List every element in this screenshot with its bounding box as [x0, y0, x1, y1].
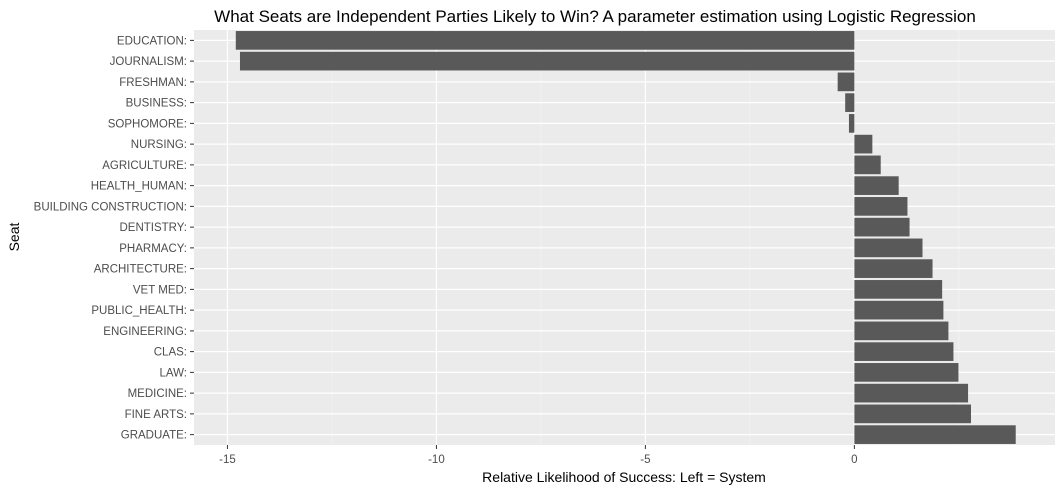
y-axis-title: Seat	[6, 222, 22, 251]
y-tick-label: AGRICULTURE:	[102, 160, 187, 172]
bar	[854, 176, 899, 195]
x-tick-label: 0	[851, 454, 857, 466]
x-tick-label: -10	[428, 454, 445, 466]
y-tick-label: HEALTH_HUMAN:	[91, 181, 187, 193]
bar	[854, 342, 954, 361]
bar	[235, 31, 855, 50]
y-tick-label: ENGINEERING:	[103, 326, 187, 338]
bar	[854, 134, 873, 154]
bar	[854, 363, 959, 382]
bar	[854, 321, 949, 341]
chart-title: What Seats are Independent Parties Likel…	[214, 7, 976, 26]
bar	[854, 404, 971, 424]
bar	[239, 51, 855, 71]
bar	[854, 425, 1016, 444]
y-tick-label: FRESHMAN:	[119, 77, 187, 89]
bar	[854, 238, 923, 258]
y-tick-label: VET MED:	[133, 284, 187, 296]
y-tick-label: CLAS:	[154, 347, 187, 359]
bar	[845, 93, 855, 112]
y-tick-label: ARCHITECTURE:	[94, 264, 187, 276]
x-axis-title: Relative Likelihood of Success: Left = S…	[482, 469, 766, 485]
y-tick-label: GRADUATE:	[121, 430, 187, 442]
bars	[235, 31, 1016, 444]
y-tick-label: DENTISTRY:	[119, 222, 187, 234]
bar	[854, 280, 943, 299]
y-tick-label: EDUCATION:	[117, 35, 187, 47]
bar	[854, 155, 881, 175]
x-axis: -15 -10 -5 0	[219, 445, 858, 466]
y-tick-label: BUILDING CONSTRUCTION:	[34, 201, 187, 213]
y-tick-label: SOPHOMORE:	[108, 118, 187, 130]
y-tick-label: BUSINESS:	[126, 98, 187, 110]
y-tick-label: NURSING:	[131, 139, 187, 151]
bar	[848, 114, 855, 133]
y-tick-label: LAW:	[160, 367, 187, 379]
bar	[854, 259, 933, 278]
bar	[854, 300, 944, 320]
bar	[854, 383, 969, 403]
x-tick-label: -15	[219, 454, 236, 466]
bar	[854, 197, 908, 216]
bar	[854, 217, 910, 237]
y-tick-label: JOURNALISM:	[110, 56, 187, 68]
plot-panel	[194, 30, 1055, 445]
x-tick-label: -5	[640, 454, 650, 466]
y-tick-label: MEDICINE:	[128, 388, 187, 400]
bar	[837, 72, 855, 92]
y-axis: EDUCATION: JOURNALISM: FRESHMAN: BUSINESS: S…	[34, 35, 194, 442]
y-tick-label: PHARMACY:	[119, 243, 187, 255]
y-tick-label: FINE ARTS:	[125, 409, 187, 421]
y-tick-label: PUBLIC_HEALTH:	[91, 305, 187, 317]
